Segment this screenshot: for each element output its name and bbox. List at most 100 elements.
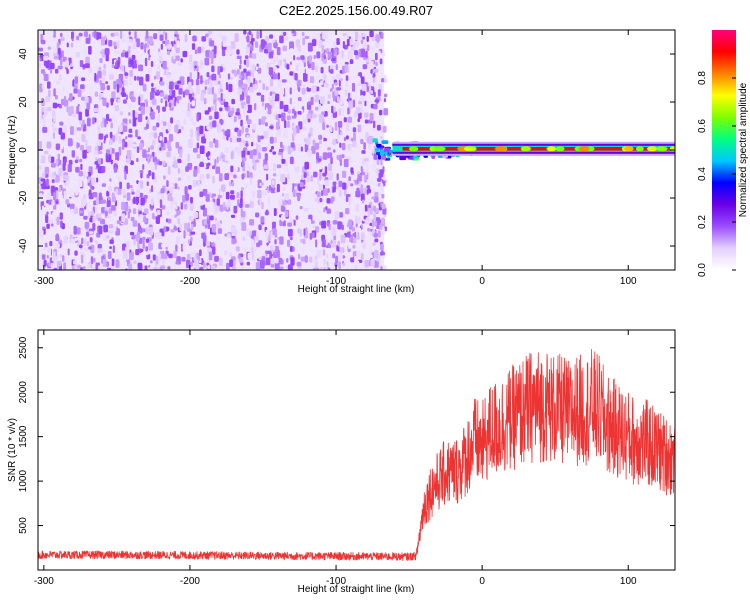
noise-cell: [384, 93, 388, 98]
noise-cell: [279, 101, 284, 110]
noise-cell: [144, 265, 148, 270]
noise-cell: [119, 111, 124, 116]
noise-cell: [246, 119, 252, 125]
noise-cell: [41, 205, 45, 214]
noise-cell: [115, 188, 119, 194]
noise-cell: [184, 186, 188, 195]
noise-cell: [273, 163, 277, 172]
noise-cell: [289, 87, 292, 95]
noise-cell: [379, 251, 385, 256]
noise-cell: [271, 179, 275, 185]
noise-cell: [227, 199, 231, 208]
noise-cell: [322, 152, 328, 160]
noise-cell: [82, 266, 86, 270]
noise-cell: [143, 194, 148, 199]
noise-cell: [138, 106, 142, 112]
noise-cell: [294, 166, 300, 173]
noise-cell: [241, 150, 246, 158]
noise-cell: [270, 263, 275, 268]
noise-cell: [307, 42, 313, 52]
noise-cell: [237, 88, 242, 95]
noise-cell: [93, 30, 97, 39]
noise-cell: [177, 80, 182, 84]
noise-cell: [129, 92, 134, 98]
noise-cell: [144, 143, 149, 152]
noise-cell: [177, 217, 181, 225]
noise-cell: [160, 265, 166, 269]
noise-cell: [132, 41, 137, 49]
noise-cell: [263, 130, 269, 139]
noise-cell: [191, 43, 196, 50]
noise-cell: [109, 246, 112, 250]
noise-cell: [146, 118, 150, 125]
noise-cell: [182, 194, 186, 203]
signal-knot: [578, 146, 590, 152]
noise-cell: [299, 181, 304, 188]
noise-cell: [167, 50, 171, 56]
noise-cell: [314, 226, 320, 233]
noise-cell: [289, 41, 294, 51]
noise-cell: [213, 202, 216, 207]
noise-cell: [307, 118, 311, 123]
noise-cell: [206, 173, 210, 179]
noise-cell: [85, 37, 91, 44]
noise-cell: [211, 193, 217, 197]
noise-cell: [82, 198, 87, 207]
noise-cell: [227, 80, 232, 85]
noise-cell: [365, 59, 370, 63]
noise-cell: [347, 92, 351, 101]
noise-cell: [87, 178, 90, 183]
noise-cell: [202, 250, 205, 255]
noise-cell: [98, 225, 103, 235]
noise-cell: [105, 81, 109, 85]
noise-cell: [139, 192, 144, 198]
noise-cell: [97, 137, 102, 147]
noise-cell: [177, 210, 181, 215]
noise-cell: [76, 73, 81, 77]
noise-cell: [248, 30, 252, 36]
noise-cell: [274, 93, 280, 102]
noise-cell: [290, 148, 294, 152]
noise-cell: [188, 215, 193, 221]
noise-cell: [326, 221, 330, 227]
signal-knot: [635, 146, 644, 152]
noise-cell: [246, 35, 250, 43]
noise-cell: [136, 189, 141, 197]
colorbar-tick-label: 0.4: [697, 167, 708, 181]
noise-cell: [350, 257, 355, 263]
noise-cell: [313, 54, 317, 60]
noise-cell: [224, 130, 227, 137]
noise-cell: [221, 184, 226, 192]
noise-cell: [174, 31, 178, 35]
noise-cell: [115, 259, 120, 268]
noise-cell: [129, 249, 132, 253]
noise-cell: [258, 118, 261, 126]
noise-cell: [106, 85, 110, 91]
noise-cell: [364, 259, 369, 268]
noise-cell: [366, 35, 369, 42]
noise-cell: [161, 243, 165, 248]
noise-cell: [182, 50, 188, 58]
noise-cell: [247, 75, 252, 84]
noise-cell: [137, 222, 141, 229]
noise-cell: [256, 242, 261, 248]
noise-cell: [284, 210, 289, 218]
noise-cell: [374, 99, 380, 103]
noise-cell: [298, 253, 301, 260]
noise-cell: [231, 181, 235, 187]
noise-cell: [272, 66, 277, 71]
noise-cell: [240, 187, 244, 191]
noise-cell: [55, 81, 60, 85]
noise-cell: [237, 254, 241, 259]
noise-cell: [251, 71, 255, 78]
noise-cell: [383, 174, 386, 181]
noise-cell: [252, 149, 257, 156]
noise-cell: [88, 231, 94, 235]
noise-cell: [246, 104, 252, 114]
noise-cell: [201, 232, 206, 239]
noise-cell: [176, 236, 180, 244]
noise-cell: [307, 176, 311, 181]
noise-cell: [218, 257, 223, 267]
noise-cell: [231, 98, 235, 105]
colorbar-tick-label: 0.8: [697, 71, 708, 85]
